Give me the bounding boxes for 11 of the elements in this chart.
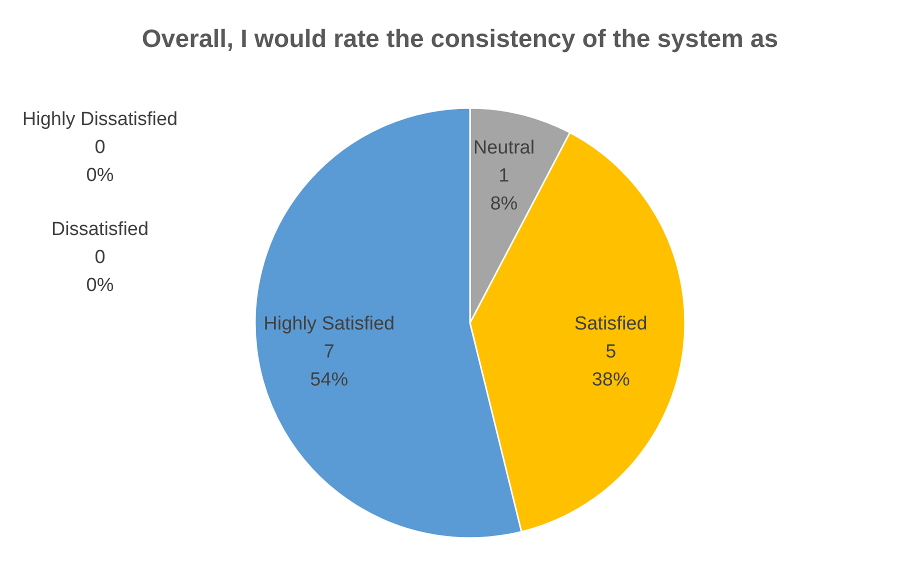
slice-label: Satisfied — [574, 313, 648, 334]
slice-label: Neutral — [473, 137, 535, 158]
text: 0 0% — [86, 247, 114, 296]
category-label: Dissatisfied — [51, 219, 149, 240]
text: 0 0% — [86, 137, 114, 186]
slice-label: Highly Satisfied — [264, 313, 395, 334]
data-label: 5 38% — [592, 341, 630, 390]
data-label: 7 54% — [310, 341, 348, 390]
chart-title: Overall, I would rate the consistency of the system as — [142, 25, 778, 53]
data-label: 1 8% — [490, 165, 518, 214]
category-label: Highly Dissatisfied — [22, 109, 178, 130]
